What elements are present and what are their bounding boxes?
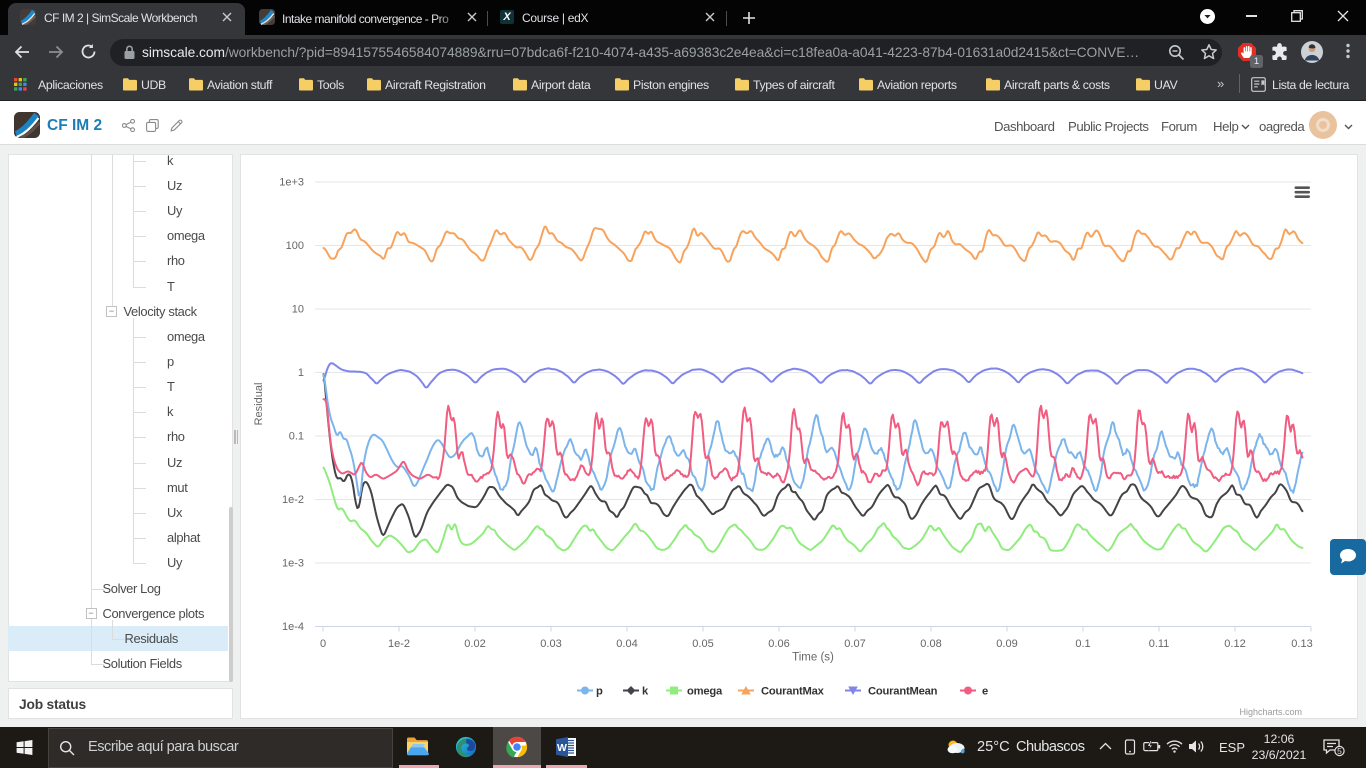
svg-text:0.13: 0.13	[1291, 638, 1312, 650]
svg-text:0.06: 0.06	[768, 638, 789, 650]
svg-text:0.02: 0.02	[464, 638, 485, 650]
svg-text:W: W	[557, 742, 567, 754]
svg-text:1e-4: 1e-4	[282, 621, 304, 633]
svg-text:0.1: 0.1	[289, 431, 304, 443]
svg-text:CourantMean: CourantMean	[868, 686, 938, 698]
svg-text:1e+3: 1e+3	[279, 177, 304, 189]
svg-text:0.07: 0.07	[844, 638, 865, 650]
svg-text:5: 5	[1337, 746, 1342, 756]
svg-text:10: 10	[292, 304, 304, 316]
svg-text:0.1: 0.1	[1075, 638, 1090, 650]
svg-text:0.03: 0.03	[540, 638, 561, 650]
svg-text:1e-3: 1e-3	[282, 558, 304, 570]
svg-text:e: e	[982, 686, 988, 698]
svg-text:CourantMax: CourantMax	[761, 686, 825, 698]
svg-text:Time (s): Time (s)	[792, 652, 834, 664]
svg-text:Residual: Residual	[253, 383, 265, 426]
svg-text:omega: omega	[687, 686, 723, 698]
svg-text:0.05: 0.05	[692, 638, 713, 650]
svg-text:k: k	[642, 686, 649, 698]
svg-text:1: 1	[298, 367, 304, 379]
svg-text:0.04: 0.04	[616, 638, 637, 650]
svg-text:1e-2: 1e-2	[282, 494, 304, 506]
svg-text:Highcharts.com: Highcharts.com	[1239, 707, 1302, 717]
svg-text:0: 0	[320, 638, 326, 650]
svg-text:1e-2: 1e-2	[388, 638, 410, 650]
svg-text:0.11: 0.11	[1149, 638, 1170, 650]
svg-text:0.08: 0.08	[920, 638, 941, 650]
svg-text:0.12: 0.12	[1224, 638, 1245, 650]
svg-text:100: 100	[286, 240, 304, 252]
svg-text:p: p	[596, 686, 603, 698]
svg-text:0.09: 0.09	[996, 638, 1017, 650]
